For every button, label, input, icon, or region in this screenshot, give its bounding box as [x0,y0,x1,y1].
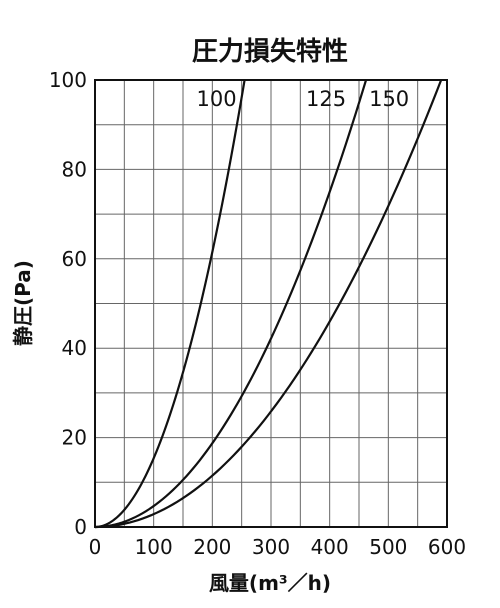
y-tick-label: 40 [62,336,87,360]
series-line-150 [94,79,443,529]
series-label-150: 150 [369,87,409,111]
x-tick-label: 300 [252,535,290,559]
y-tick-label: 80 [62,157,87,181]
series-labels: 100 125 150 [197,87,410,111]
series-line-125 [94,79,368,529]
y-tick-label: 60 [62,247,87,271]
y-tick-label: 20 [62,426,87,450]
x-tick-label: 400 [311,535,349,559]
x-tick-label: 0 [89,535,102,559]
x-axis-label: 風量(m³／h) [209,571,331,595]
grid-lines [95,80,447,527]
curves [94,79,443,529]
plot-frame [94,79,448,528]
chart-title: 圧力損失特性 [192,36,348,67]
series-line-100 [94,79,246,529]
y-axis-label: 静圧(Pa) [11,260,35,346]
x-tick-label: 500 [369,535,407,559]
series-label-125: 125 [306,87,346,111]
x-tick-label: 100 [135,535,173,559]
x-tick-label: 200 [193,535,231,559]
y-tick-label: 0 [74,515,87,539]
x-tick-label: 600 [428,535,466,559]
x-tick-labels: 0 100 200 300 400 500 600 [89,535,466,559]
y-tick-labels: 0 20 40 60 80 100 [49,68,87,539]
series-label-100: 100 [197,87,237,111]
y-tick-label: 100 [49,68,87,92]
